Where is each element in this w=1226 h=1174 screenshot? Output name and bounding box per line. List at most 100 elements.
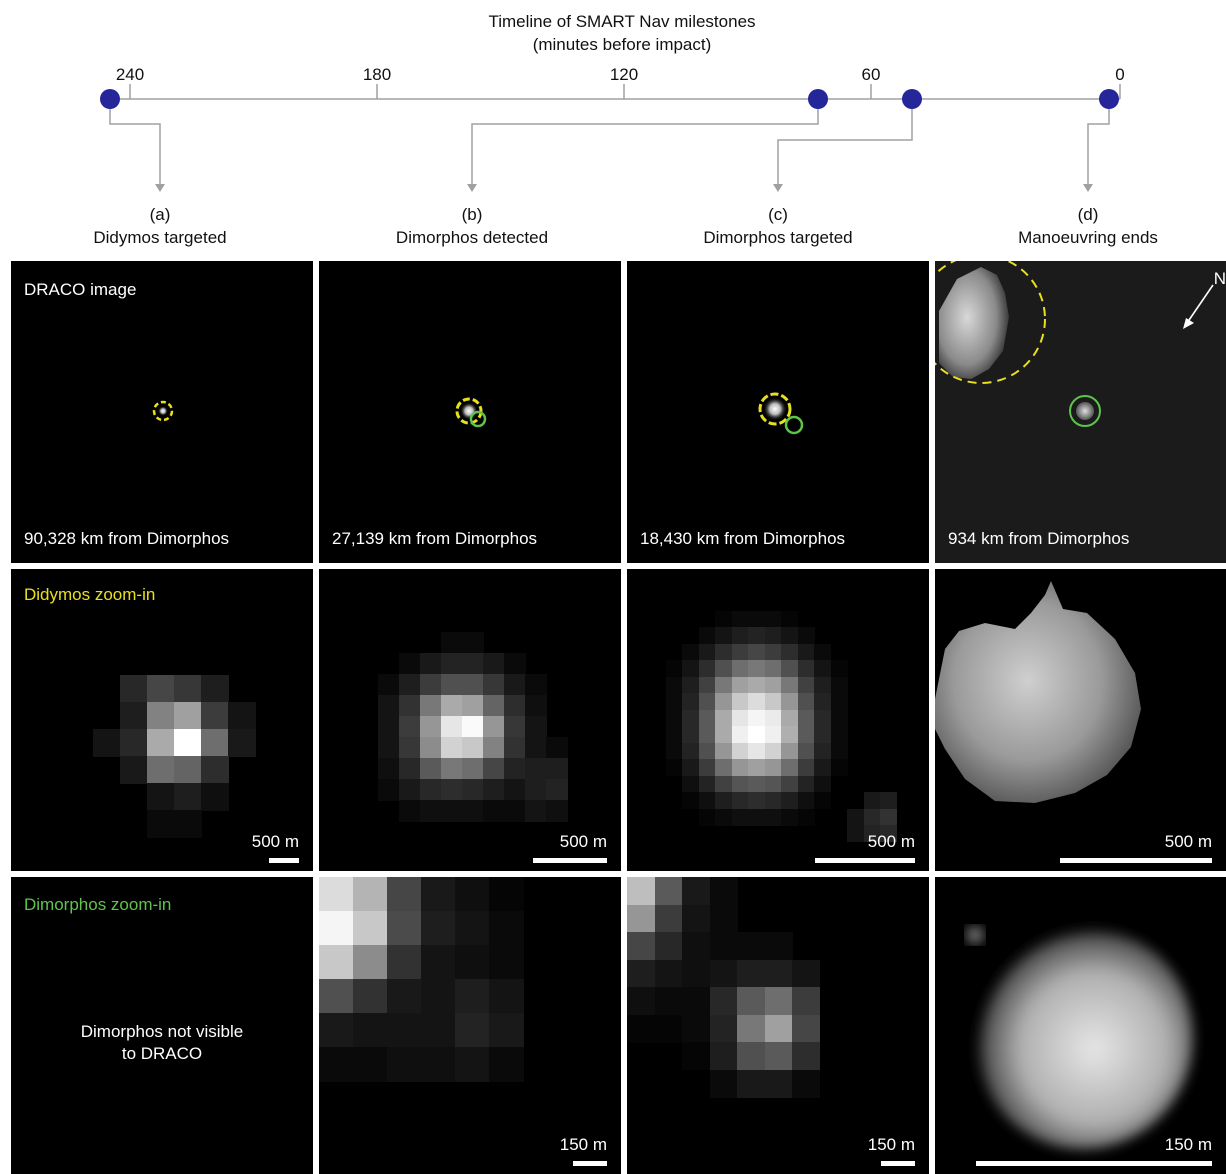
image-pixel [120,756,148,784]
image-pixel [489,1013,524,1048]
milestone-letter-a: (a) [150,205,171,224]
image-pixel [441,737,463,759]
image-pixel [489,911,524,946]
image-pixel [387,1013,422,1048]
image-pixel [201,729,229,757]
image-pixel [682,959,710,988]
timeline-title: Timeline of SMART Nav milestones [488,12,755,31]
image-pixel [781,726,798,743]
north-arrow-icon [1186,284,1214,324]
image-pixel [731,676,749,694]
image-pixel [764,775,782,793]
image-pixel [731,709,749,727]
image-pixel [387,911,422,946]
image-pixel [814,676,831,694]
image-pixel [504,758,526,780]
image-pixel [399,800,421,822]
image-pixel [421,877,456,912]
didymos-blob [763,397,787,421]
image-pixel [715,643,732,661]
image-pixel [387,945,422,980]
image-pixel [764,932,793,960]
image-pixel [627,904,655,933]
image-pixel [455,1013,490,1048]
draco-image-b: 27,139 km from Dimorphos [319,261,621,563]
image-pixel [748,726,765,743]
image-pixel [483,758,505,780]
didymos-zoom-d: 500 m [935,569,1226,871]
image-pixel [201,702,229,730]
draco-image-a-content [152,400,174,422]
not-visible-note: Dimorphos not visible to DRACO [11,1021,313,1065]
milestone-letter-d: (d) [1078,205,1099,224]
dimorphos-zoom-b: 150 m [319,877,621,1174]
image-pixel [781,709,798,727]
image-pixel [120,702,148,730]
image-pixel [525,716,547,738]
image-pixel [830,726,848,743]
scale-label: 500 m [251,832,299,851]
image-pixel [420,674,442,696]
image-pixel [682,775,699,793]
milestone-label-a: Didymos targeted [93,228,226,247]
image-pixel [420,716,442,738]
scale-bar: 150 m [560,1135,607,1166]
image-pixel [399,758,421,780]
row-label-dimorphos-zoom: Dimorphos zoom-in [24,895,172,914]
image-pixel [455,945,490,980]
image-pixel [698,792,716,809]
pixel-grid [319,877,559,1117]
image-pixel [682,877,710,905]
image-pixel [748,759,765,776]
image-pixel [627,932,655,960]
milestone-timeline: Timeline of SMART Nav milestones (minute… [93,12,1158,247]
milestone-label-b: Dimorphos detected [396,228,548,247]
image-pixel [120,729,148,757]
image-pixel [525,779,547,801]
image-pixel [483,695,505,717]
image-pixel [228,702,256,730]
dimorphos-target-ring [469,410,487,428]
image-pixel [814,726,831,743]
image-pixel [797,660,815,677]
image-pixel [462,716,484,738]
image-pixel [462,737,484,759]
image-pixel [781,742,798,760]
image-pixel [147,756,175,784]
image-pixel [737,1014,765,1043]
image-pixel [421,1047,456,1082]
image-pixel [654,987,683,1015]
image-pixel [731,643,749,661]
image-pixel [682,709,699,727]
scale-label: 150 m [867,1135,915,1154]
image-pixel [731,775,749,793]
image-pixel [525,800,547,822]
image-pixel [420,653,442,675]
image-pixel [654,1014,683,1043]
scale-line [976,1161,1212,1166]
image-pixel [665,726,683,743]
image-pixel [797,627,815,644]
image-pixel [353,1013,388,1048]
didymos-blob [460,402,478,420]
north-arrowhead-icon [1183,318,1194,329]
image-pixel [378,737,400,759]
image-pixel [201,783,229,811]
image-pixel [682,904,710,933]
image-pixel [174,756,202,784]
image-pixel [174,675,202,703]
image-pixel [387,877,422,912]
pixel-grid [649,594,929,871]
draco-image-c: 18,430 km from Dimorphos [627,261,929,563]
image-pixel [698,693,716,710]
tick-label: 0 [1115,65,1124,84]
image-pixel [698,643,716,661]
image-pixel [709,1069,738,1098]
image-pixel [748,742,765,760]
dimorphos-body [973,925,1193,1149]
image-pixel [504,695,526,717]
image-pixel [378,779,400,801]
image-pixel [546,758,568,780]
image-pixel [147,810,175,838]
row-label-draco: DRACO image [24,280,137,299]
